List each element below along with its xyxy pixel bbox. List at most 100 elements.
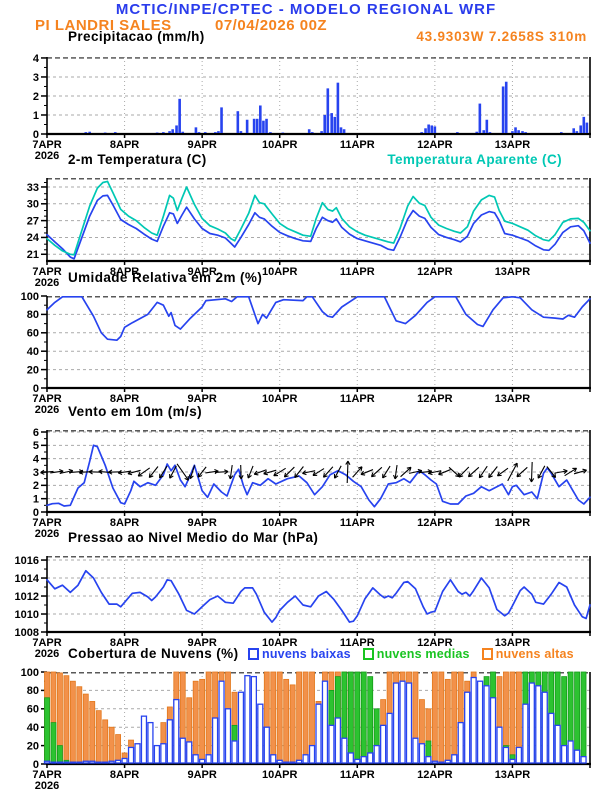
legend-item-low-clouds: nuvens baixas (248, 647, 351, 661)
run-datetime: 07/04/2026 00Z (215, 17, 328, 34)
svg-text:40: 40 (27, 346, 39, 358)
svg-text:1016: 1016 (15, 555, 39, 567)
svg-text:7APR: 7APR (32, 517, 61, 529)
svg-text:8APR: 8APR (110, 769, 139, 781)
svg-text:11APR: 11APR (340, 769, 375, 781)
svg-text:7APR: 7APR (32, 139, 61, 151)
svg-text:10APR: 10APR (262, 393, 298, 405)
svg-text:2026: 2026 (35, 404, 59, 416)
svg-text:13APR: 13APR (495, 769, 531, 781)
svg-text:80: 80 (27, 685, 39, 697)
svg-text:12APR: 12APR (417, 266, 453, 278)
svg-text:2: 2 (33, 480, 39, 492)
svg-text:13APR: 13APR (495, 637, 531, 649)
svg-text:7APR: 7APR (32, 637, 61, 649)
svg-text:5: 5 (33, 440, 39, 452)
svg-text:2026: 2026 (35, 648, 59, 660)
svg-text:8APR: 8APR (110, 266, 139, 278)
svg-text:1008: 1008 (15, 627, 39, 639)
svg-text:9APR: 9APR (187, 517, 216, 529)
svg-text:12APR: 12APR (417, 393, 453, 405)
svg-text:12APR: 12APR (417, 637, 453, 649)
svg-text:9APR: 9APR (187, 769, 216, 781)
svg-text:11APR: 11APR (340, 139, 375, 151)
svg-text:3: 3 (33, 72, 39, 84)
station-name: PI LANDRI SALES (35, 17, 172, 34)
svg-text:11APR: 11APR (340, 266, 375, 278)
svg-text:7APR: 7APR (32, 266, 61, 278)
svg-text:9APR: 9APR (187, 393, 216, 405)
wind-title: Vento em 10m (m/s) (68, 404, 202, 419)
mid-clouds-swatch-icon (362, 648, 374, 660)
svg-text:0: 0 (33, 383, 39, 395)
cloud-cover-title: Cobertura de Nuvens (%) (68, 646, 239, 661)
svg-text:2026: 2026 (35, 780, 59, 792)
svg-text:2026: 2026 (35, 528, 59, 540)
legend-item-high-clouds: nuvens altas (481, 647, 574, 661)
svg-text:12APR: 12APR (417, 139, 453, 151)
high-clouds-swatch-icon (481, 648, 493, 660)
apparent-temperature-title: Temperatura Aparente (C) (387, 152, 562, 167)
svg-text:9APR: 9APR (187, 139, 216, 151)
high-clouds-label: nuvens altas (495, 647, 574, 661)
svg-text:10APR: 10APR (262, 637, 298, 649)
svg-text:10APR: 10APR (262, 769, 298, 781)
svg-text:12APR: 12APR (417, 517, 453, 529)
legend-item-mid-clouds: nuvens medias (362, 647, 470, 661)
svg-text:40: 40 (27, 722, 39, 734)
svg-text:100: 100 (21, 291, 39, 303)
svg-text:10APR: 10APR (262, 517, 298, 529)
svg-text:6: 6 (33, 427, 39, 439)
svg-text:2026: 2026 (35, 150, 59, 162)
svg-text:13APR: 13APR (495, 139, 531, 151)
svg-text:1012: 1012 (15, 591, 39, 603)
svg-text:0: 0 (33, 759, 39, 771)
temperature-title: 2-m Temperatura (C) (68, 152, 207, 167)
svg-text:1014: 1014 (15, 573, 40, 585)
svg-text:100: 100 (21, 667, 39, 679)
svg-text:2: 2 (33, 91, 39, 103)
svg-text:12APR: 12APR (417, 769, 453, 781)
cloud-cover-legend: nuvens baixas nuvens medias nuvens altas (248, 647, 574, 661)
svg-text:13APR: 13APR (495, 517, 531, 529)
low-clouds-label: nuvens baixas (262, 647, 351, 661)
svg-text:33: 33 (27, 182, 39, 194)
svg-text:3: 3 (33, 467, 39, 479)
svg-text:9APR: 9APR (187, 266, 216, 278)
svg-text:27: 27 (27, 215, 39, 227)
svg-text:8APR: 8APR (110, 393, 139, 405)
svg-text:1: 1 (33, 110, 39, 122)
svg-text:7APR: 7APR (32, 769, 61, 781)
svg-text:11APR: 11APR (340, 637, 375, 649)
svg-text:0: 0 (33, 129, 39, 141)
svg-text:21: 21 (27, 249, 39, 261)
svg-text:1: 1 (33, 493, 39, 505)
humidity-title: Umidade Relativa em 2m (%) (68, 270, 263, 285)
pressure-title: Pressao ao Nivel Medio do Mar (hPa) (68, 530, 319, 545)
svg-text:8APR: 8APR (110, 637, 139, 649)
low-clouds-swatch-icon (248, 648, 259, 660)
svg-text:11APR: 11APR (340, 393, 375, 405)
svg-text:13APR: 13APR (495, 266, 531, 278)
page-title: MCTIC/INPE/CPTEC - MODELO REGIONAL WRF (115, 1, 497, 18)
svg-text:7APR: 7APR (32, 393, 61, 405)
svg-text:9APR: 9APR (187, 637, 216, 649)
svg-text:8APR: 8APR (110, 517, 139, 529)
svg-text:11APR: 11APR (340, 517, 375, 529)
svg-text:8APR: 8APR (110, 139, 139, 151)
svg-text:24: 24 (27, 232, 40, 244)
svg-text:4: 4 (33, 53, 40, 65)
svg-text:80: 80 (27, 309, 39, 321)
svg-text:20: 20 (27, 364, 39, 376)
svg-text:0: 0 (33, 507, 39, 519)
svg-text:13APR: 13APR (495, 393, 531, 405)
svg-text:10APR: 10APR (262, 266, 298, 278)
svg-text:1010: 1010 (15, 609, 39, 621)
mid-clouds-label: nuvens medias (376, 647, 470, 661)
svg-text:4: 4 (33, 453, 40, 465)
svg-text:60: 60 (27, 328, 39, 340)
svg-text:30: 30 (27, 199, 39, 211)
svg-text:60: 60 (27, 704, 39, 716)
svg-text:2026: 2026 (35, 277, 59, 289)
